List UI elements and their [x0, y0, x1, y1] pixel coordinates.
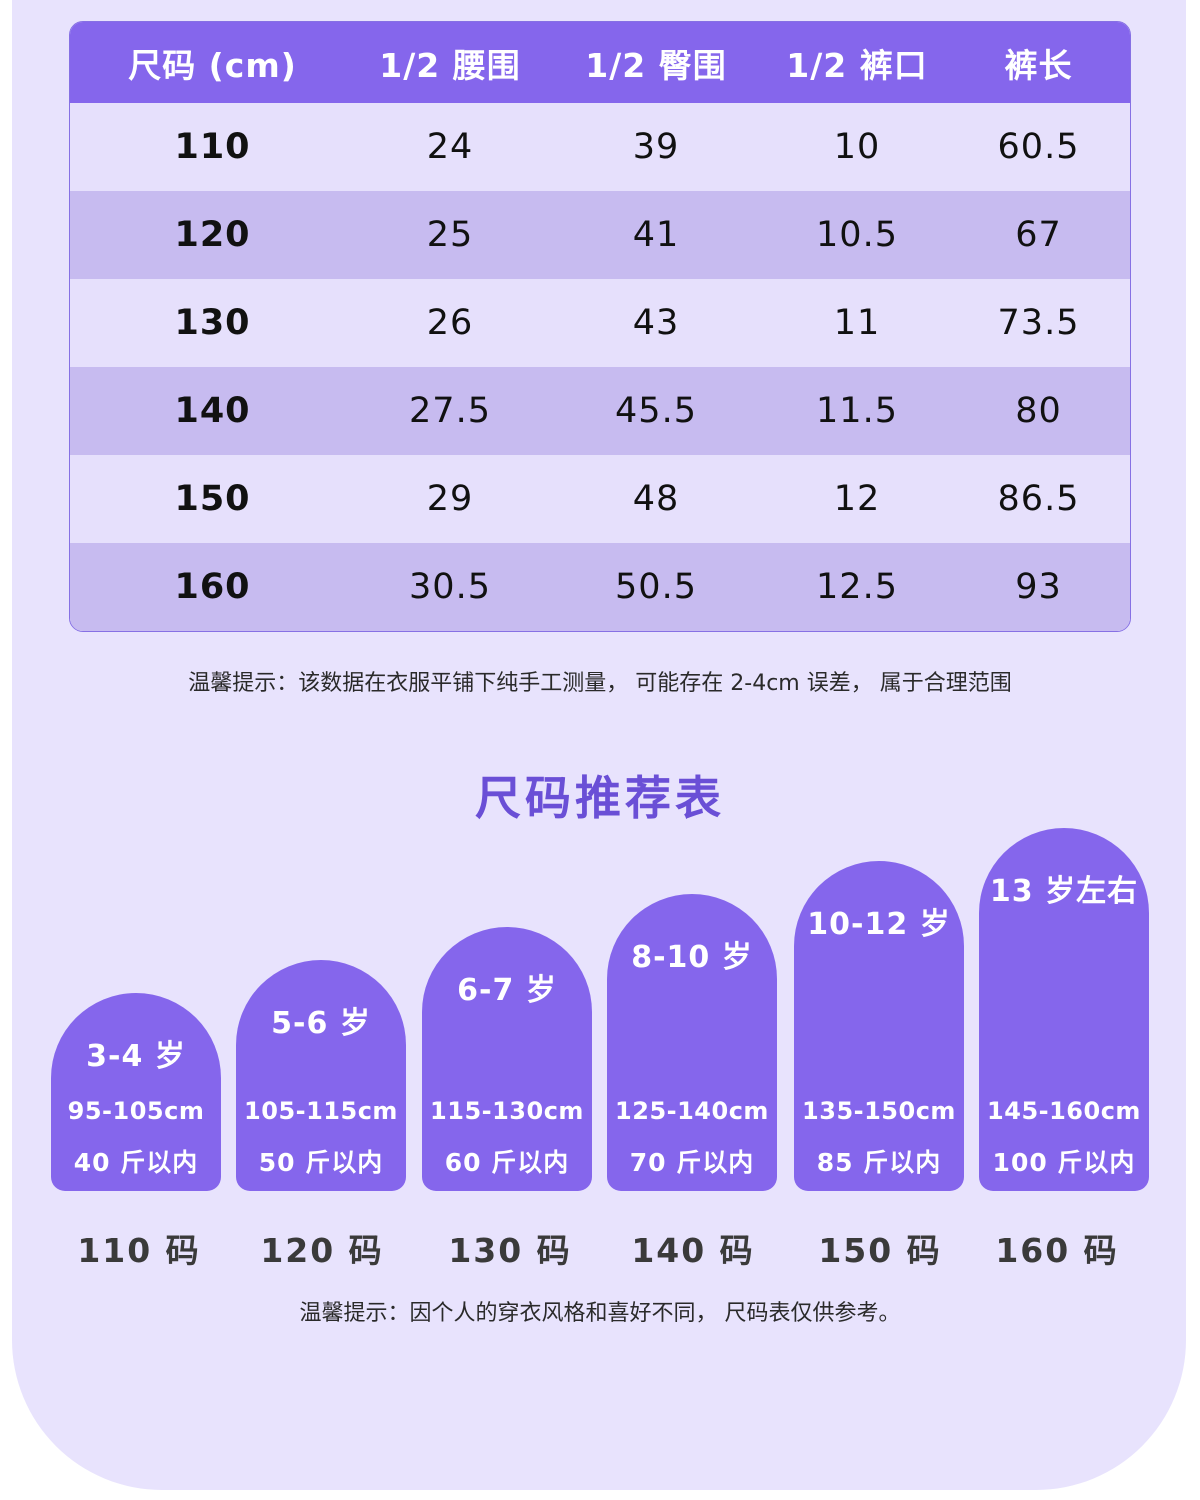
table-cell: 39 — [632, 127, 680, 167]
table-cell: 48 — [632, 479, 680, 519]
table-cell: 160 — [174, 567, 251, 607]
card-weight: 100 斤以内 — [992, 1148, 1136, 1177]
table-cell: 120 — [174, 215, 251, 255]
table-cell: 30.5 — [409, 567, 491, 607]
size-card: 6-7 岁 115-130cm 60 斤以内 — [422, 927, 592, 1191]
size-label: 130 码 — [448, 1231, 572, 1270]
card-age: 10-12 岁 — [807, 907, 951, 942]
table-cell: 93 — [1015, 567, 1062, 607]
table-header: 尺码 (cm) 1/2 腰围 1/2 臀围 1/2 裤口 裤长 — [70, 22, 1130, 103]
size-card: 3-4 岁 95-105cm 40 斤以内 — [51, 993, 221, 1191]
size-card: 5-6 岁 105-115cm 50 斤以内 — [236, 960, 406, 1191]
size-table: 尺码 (cm) 1/2 腰围 1/2 臀围 1/2 裤口 裤长 110 24 3… — [69, 21, 1131, 632]
card-height: 125-140cm — [615, 1097, 769, 1125]
header-half-hip: 1/2 臀围 — [585, 45, 727, 85]
table-row: 130 26 43 11 73.5 — [70, 279, 1130, 367]
table-cell: 10 — [833, 127, 881, 167]
card-height: 145-160cm — [987, 1097, 1141, 1125]
table-row: 160 30.5 50.5 12.5 93 — [70, 543, 1130, 631]
table-cell: 11.5 — [816, 391, 898, 431]
table-row: 140 27.5 45.5 11.5 80 — [70, 367, 1130, 455]
header-half-waist: 1/2 腰围 — [379, 45, 521, 85]
table-cell: 80 — [1015, 391, 1062, 431]
table-cell: 50.5 — [615, 567, 697, 607]
reference-note: 温馨提示：因个人的穿衣风格和喜好不同， 尺码表仅供参考。 — [299, 1301, 901, 1326]
card-weight: 70 斤以内 — [629, 1148, 755, 1177]
table-cell: 140 — [174, 391, 251, 431]
size-label: 150 码 — [818, 1231, 942, 1270]
size-label: 120 码 — [260, 1231, 384, 1270]
table-cell: 67 — [1015, 215, 1062, 255]
header-half-leg-opening: 1/2 裤口 — [786, 45, 928, 85]
card-weight: 40 斤以内 — [73, 1148, 199, 1177]
card-age: 5-6 岁 — [271, 1006, 371, 1041]
table-cell: 27.5 — [409, 391, 491, 431]
table-cell: 12 — [833, 479, 881, 519]
size-card: 10-12 岁 135-150cm 85 斤以内 — [794, 861, 964, 1191]
card-height: 115-130cm — [430, 1097, 584, 1125]
header-pants-length: 裤长 — [1004, 45, 1073, 85]
table-cell: 12.5 — [816, 567, 898, 607]
table-cell: 43 — [632, 303, 680, 343]
table-cell: 130 — [174, 303, 251, 343]
card-height: 135-150cm — [802, 1097, 956, 1125]
card-height: 105-115cm — [244, 1097, 398, 1125]
table-cell: 24 — [426, 127, 474, 167]
size-card: 13 岁左右 145-160cm 100 斤以内 — [979, 828, 1149, 1191]
measurement-note: 温馨提示：该数据在衣服平铺下纯手工测量， 可能存在 2-4cm 误差， 属于合理… — [188, 671, 1012, 696]
size-label: 160 码 — [995, 1231, 1119, 1270]
table-cell: 10.5 — [816, 215, 898, 255]
card-age: 3-4 岁 — [86, 1039, 186, 1074]
table-cell: 26 — [426, 303, 474, 343]
table-cell: 11 — [833, 303, 881, 343]
table-row: 120 25 41 10.5 67 — [70, 191, 1130, 279]
table-cell: 25 — [426, 215, 474, 255]
header-size: 尺码 (cm) — [128, 45, 297, 85]
card-weight: 85 斤以内 — [816, 1148, 942, 1177]
size-card: 8-10 岁 125-140cm 70 斤以内 — [607, 894, 777, 1191]
table-row: 110 24 39 10 60.5 — [70, 103, 1130, 191]
card-height: 95-105cm — [67, 1097, 205, 1125]
card-weight: 50 斤以内 — [258, 1148, 384, 1177]
table-cell: 60.5 — [997, 127, 1080, 167]
card-age: 6-7 岁 — [457, 973, 557, 1008]
card-age: 13 岁左右 — [989, 874, 1139, 909]
table-cell: 29 — [426, 479, 474, 519]
card-age: 8-10 岁 — [631, 940, 753, 975]
size-label: 110 码 — [77, 1231, 201, 1270]
table-cell: 45.5 — [615, 391, 697, 431]
table-cell: 73.5 — [997, 303, 1080, 343]
recommend-title: 尺码推荐表 — [475, 771, 725, 825]
table-cell: 86.5 — [997, 479, 1080, 519]
table-cell: 41 — [632, 215, 680, 255]
table-cell: 110 — [174, 127, 251, 167]
card-weight: 60 斤以内 — [444, 1148, 570, 1177]
table-row: 150 29 48 12 86.5 — [70, 455, 1130, 543]
size-label: 140 码 — [631, 1231, 755, 1270]
table-cell: 150 — [174, 479, 251, 519]
